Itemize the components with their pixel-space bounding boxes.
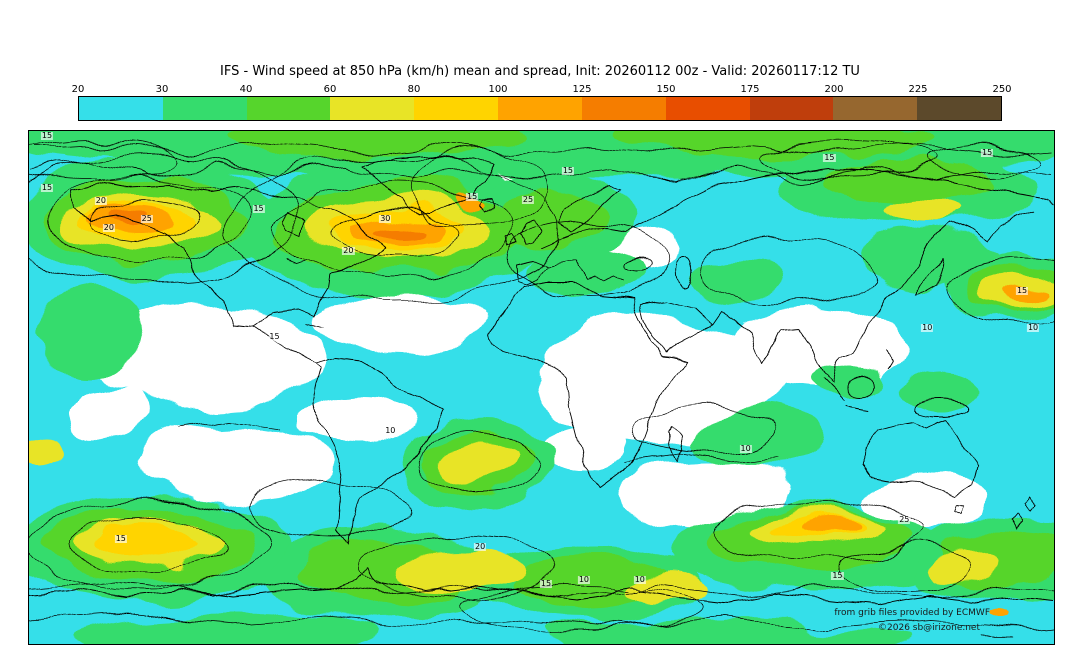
colorbar-tick-label: 250 xyxy=(992,84,1012,95)
colorbar-segment xyxy=(414,97,499,120)
colorbar-tick-row: 20 30 40 60 80 100 125 150 175 200 225 250 xyxy=(72,84,1012,96)
colorbar-legend: 20 30 40 60 80 100 125 150 175 200 225 250 xyxy=(72,84,1012,121)
spread-contours xyxy=(29,140,1054,637)
colorbar-tick-label: 60 xyxy=(323,84,337,95)
colorbar-tick-label: 150 xyxy=(656,84,676,95)
colorbar-segment xyxy=(581,97,666,120)
colorbar-segment xyxy=(917,97,1001,120)
chart-title: IFS - Wind speed at 850 hPa (km/h) mean … xyxy=(220,64,860,79)
colorbar-tick-label: 30 xyxy=(155,84,169,95)
colorbar-segment xyxy=(498,97,582,120)
colorbar-tick-label: 40 xyxy=(239,84,253,95)
colorbar-tick-label: 125 xyxy=(572,84,592,95)
colorbar-segment xyxy=(665,97,750,120)
colorbar-tick-label: 100 xyxy=(488,84,508,95)
colorbar-tick-label: 80 xyxy=(407,84,421,95)
map-frame: 15 15 20 25 20 15 20 30 15 25 15 15 15 15 10 10 10 15 10 15… xyxy=(28,130,1055,645)
colorbar-segment xyxy=(749,97,834,120)
colorbar-segment xyxy=(833,97,918,120)
colorbar-segment xyxy=(79,97,163,120)
colorbar-segment xyxy=(246,97,331,120)
credit-source: from grib files provided by ECMWF xyxy=(834,608,990,618)
credit-copyright: ©2026 sb@irizone.net xyxy=(878,623,980,633)
colorbar-bar xyxy=(78,96,1002,121)
colorbar-segment xyxy=(162,97,247,120)
colorbar-tick-label: 200 xyxy=(824,84,844,95)
colorbar-tick-label: 225 xyxy=(908,84,928,95)
colorbar-segment xyxy=(330,97,415,120)
colorbar-tick-label: 175 xyxy=(740,84,760,95)
world-map-svg xyxy=(29,131,1054,644)
colorbar-tick-label: 20 xyxy=(71,84,85,95)
wind-speed-field xyxy=(29,131,1054,644)
coastlines xyxy=(29,155,1054,606)
